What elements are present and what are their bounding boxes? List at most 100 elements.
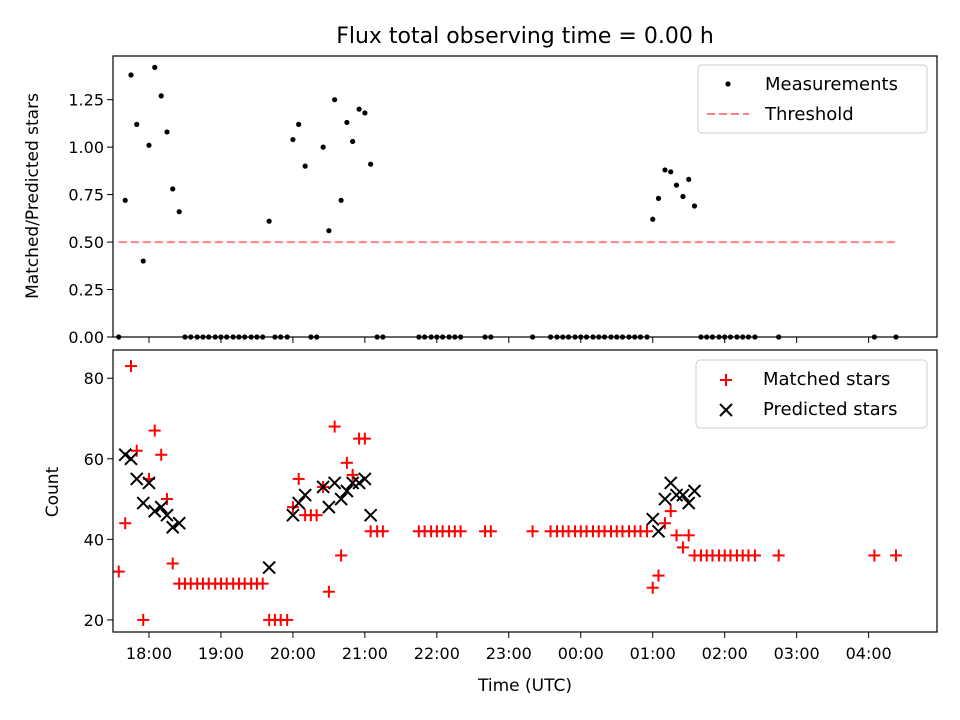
bottom-predicted-stars-point-29 [682, 496, 696, 510]
bottom-matched-stars-point-52 [454, 525, 467, 538]
bottom-matched-stars-point-55 [526, 525, 539, 538]
bottom-predicted-stars-point-5 [148, 504, 162, 518]
top-measurements-point-9 [170, 186, 176, 192]
bottom-matched-stars-point-73 [646, 581, 659, 594]
bottom-matched-stars-point-3 [130, 444, 143, 457]
bottom-predicted-stars-point-19 [345, 476, 360, 490]
bottom-matched-stars-point-92 [868, 549, 881, 562]
bottom-matched-stars-point-38 [340, 456, 353, 469]
bottom-predicted-stars-point-23 [646, 512, 660, 526]
bottom-predicted-stars-point-4 [142, 476, 156, 490]
bottom-predicted-stars-point-17 [334, 492, 348, 506]
top-measurements-point-42 [368, 161, 374, 167]
bottom-matched-stars-point-54 [484, 525, 497, 538]
top-measurements-point-40 [356, 106, 362, 112]
top-measurements-point-73 [650, 216, 656, 222]
bottom-matched-stars-point-93 [889, 549, 902, 562]
top-ytick-label-1: 0.25 [68, 281, 104, 300]
top-measurements-point-5 [146, 142, 152, 148]
bottom-matched-stars-point-36 [328, 420, 341, 433]
bottom-matched-stars-point-2 [124, 360, 137, 373]
bottom-predicted-stars-point-1 [124, 452, 138, 466]
bottom-matched-stars-point-28 [281, 613, 294, 626]
bottom-matched-stars-point-9 [166, 557, 179, 570]
bottom-y-axis-label: Count [43, 466, 63, 517]
top-legend: Measurements Threshold [697, 64, 928, 134]
top-measurements-point-39 [350, 138, 356, 145]
bottom-matched-stars-point-74 [652, 569, 665, 582]
bottom-predicted-stars-point-9 [172, 516, 186, 530]
top-measurements-point-38 [344, 119, 350, 126]
bottom-predicted-stars-point-12 [291, 496, 306, 510]
bottom-predicted-stars-point-28 [676, 488, 690, 502]
bottom-legend: Matched stars Predicted stars [695, 359, 928, 429]
bottom-matched-stars-point-1 [119, 517, 132, 530]
bottom-xtick-label-5: 23:00 [486, 644, 532, 663]
top-measurements-point-37 [338, 197, 344, 203]
bottom-matched-stars-point-7 [155, 448, 168, 461]
top-legend-box [697, 64, 928, 134]
top-measurements-point-31 [302, 163, 308, 169]
bottom-predicted-stars-point-3 [136, 496, 150, 510]
bottom-matched-stars-point-77 [670, 529, 683, 542]
top-measurements-point-10 [176, 209, 182, 215]
bottom-matched-stars-point-30 [292, 472, 305, 485]
top-measurements-point-2 [128, 72, 134, 78]
bottom-xtick-label-1: 19:00 [198, 644, 244, 663]
top-measurements-point-6 [152, 64, 158, 70]
bottom-predicted-stars-point-14 [316, 480, 330, 494]
bottom-predicted-stars-point-26 [664, 476, 678, 490]
bottom-xtick-label-8: 02:00 [702, 644, 748, 663]
top-measurements-point-41 [362, 110, 368, 116]
bottom-predicted-stars-point-30 [687, 484, 702, 498]
bottom-predicted-stars-point-6 [154, 500, 168, 514]
top-measurements-point-8 [164, 129, 170, 135]
bottom-axes-frame [112, 349, 938, 633]
bottom-xtick-label-9: 03:00 [774, 644, 820, 663]
bottom-predicted-stars-point-27 [669, 488, 684, 502]
top-measurements-point-7 [158, 93, 164, 99]
bottom-matched-stars-point-78 [676, 541, 689, 554]
bottom-xtick-label-7: 01:00 [630, 644, 676, 663]
bottom-matched-stars-point-76 [664, 505, 677, 518]
top-ytick-label-3: 0.75 [68, 186, 104, 205]
top-ytick-label-2: 0.50 [68, 233, 104, 252]
bottom-xtick-label-6: 00:00 [558, 644, 604, 663]
bottom-predicted-stars-point-8 [166, 520, 180, 534]
legend-marker-matched-stars [720, 374, 732, 386]
legend-label-predicted-stars: Predicted stars [763, 399, 897, 420]
bottom-matched-stars-point-4 [137, 613, 150, 626]
top-measurements-point-3 [134, 121, 140, 127]
top-measurements-point-4 [140, 258, 146, 264]
bottom-predicted-stars-point-22 [363, 508, 378, 522]
top-chart-title: Flux total observing time = 0.00 h [336, 24, 714, 49]
top-measurements-point-76 [668, 169, 674, 175]
bottom-matched-stars-point-41 [358, 432, 371, 445]
bottom-predicted-stars-point-13 [298, 488, 312, 502]
bottom-matched-stars-point-39 [346, 468, 359, 481]
top-measurements-point-75 [662, 167, 668, 173]
bottom-predicted-stars-point-10 [262, 560, 276, 575]
bottom-xtick-label-2: 20:00 [270, 644, 316, 663]
bottom-predicted-stars-point-11 [286, 508, 300, 522]
bottom-predicted-stars-point-0 [118, 448, 132, 462]
top-measurements-point-78 [680, 193, 686, 200]
top-measurements-point-35 [326, 228, 332, 234]
top-measurements-point-77 [673, 182, 680, 188]
bottom-matched-stars-point-37 [335, 549, 348, 562]
legend-label-threshold: Threshold [764, 104, 854, 125]
top-ytick-label-0: 0.00 [68, 328, 104, 347]
bottom-ytick-label-2: 60 [84, 450, 104, 469]
bottom-plot-area: 20 40 60 80 18:00 19:00 20:00 21:00 22:00 23:00 00… [84, 360, 902, 663]
bottom-matched-stars-point-33 [310, 509, 323, 522]
bottom-matched-stars-point-75 [658, 517, 671, 530]
bottom-predicted-stars-point-2 [130, 472, 144, 486]
legend-label-matched-stars: Matched stars [763, 369, 890, 390]
bottom-xtick-label-0: 18:00 [126, 644, 172, 663]
top-measurements-point-25 [266, 218, 272, 224]
top-measurements-point-30 [296, 121, 302, 127]
bottom-matched-stars-point-44 [376, 525, 389, 538]
top-y-axis-label: Matched/Predicted stars [23, 93, 43, 299]
top-measurements-point-1 [122, 197, 128, 203]
